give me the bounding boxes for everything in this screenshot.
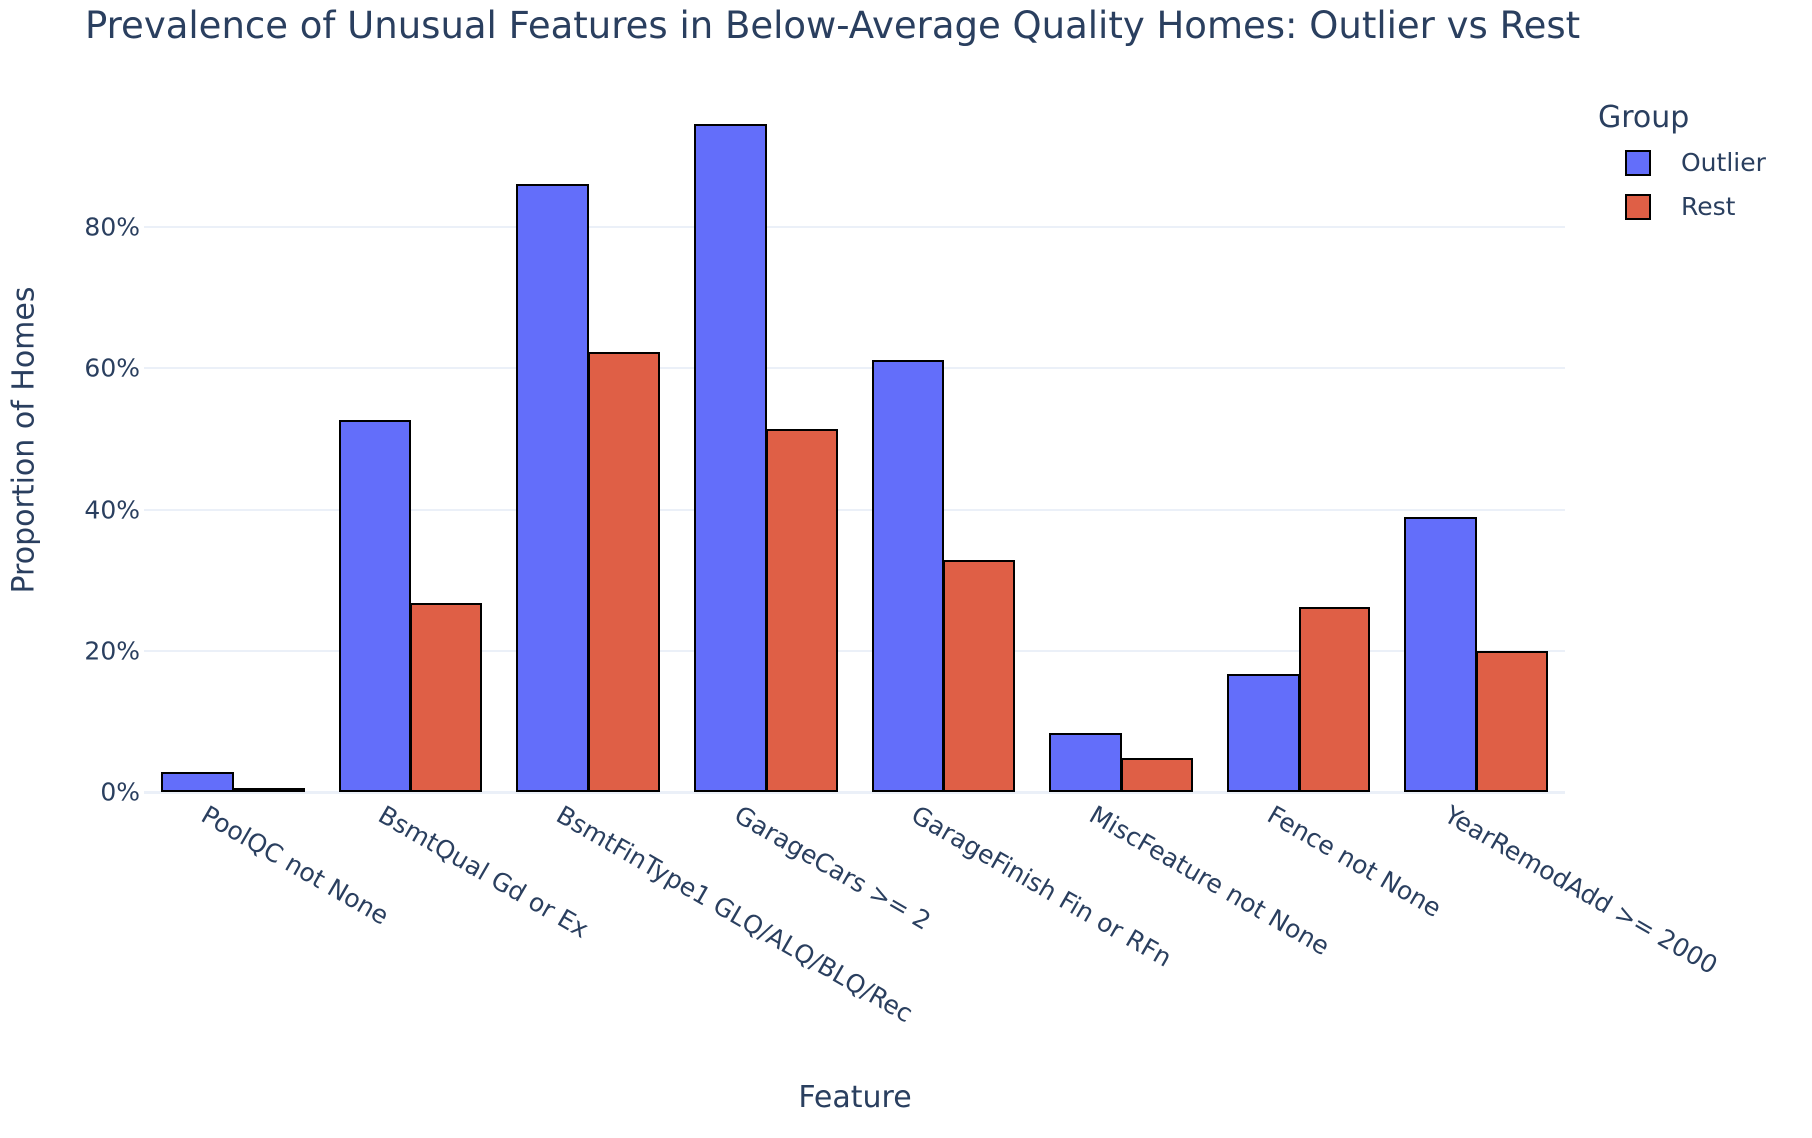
zero-line xyxy=(144,791,1565,794)
bar-rest[interactable] xyxy=(410,602,483,792)
gridline xyxy=(144,226,1565,229)
chart-title: Prevalence of Unusual Features in Below-… xyxy=(85,4,1581,47)
bar-outlier[interactable] xyxy=(871,359,945,792)
bar-rest[interactable] xyxy=(765,429,838,792)
bar-outlier[interactable] xyxy=(338,419,412,792)
gridline xyxy=(144,367,1565,370)
legend-item-outlier[interactable]: Outlier xyxy=(1625,148,1766,177)
bar-outlier[interactable] xyxy=(161,772,234,792)
bar-rest[interactable] xyxy=(232,788,305,792)
bar-outlier[interactable] xyxy=(693,124,767,792)
legend-swatch-outlier xyxy=(1625,149,1651,176)
x-tick-label: Fence not None xyxy=(1262,800,1446,923)
y-tick-label: 20% xyxy=(84,636,140,666)
bar-outlier[interactable] xyxy=(1226,674,1300,792)
legend-swatch-rest xyxy=(1625,193,1651,220)
bar-rest[interactable] xyxy=(1298,607,1371,792)
y-tick-label: 60% xyxy=(84,353,140,383)
bar-rest[interactable] xyxy=(943,559,1016,792)
x-tick-label: BsmtFinType1 GLQ/ALQ/BLQ/Rec xyxy=(551,800,918,1029)
legend-item-rest[interactable]: Rest xyxy=(1625,192,1735,221)
gridline xyxy=(144,508,1565,511)
x-axis-title: Feature xyxy=(798,1080,912,1115)
x-tick-label: PoolQC not None xyxy=(196,800,394,931)
gridline xyxy=(144,649,1565,652)
legend-label: Rest xyxy=(1681,192,1736,221)
bar-outlier[interactable] xyxy=(1049,732,1122,792)
bar-outlier[interactable] xyxy=(516,184,590,792)
plot-area xyxy=(144,100,1565,794)
bar-rest[interactable] xyxy=(1120,758,1193,792)
bar-rest[interactable] xyxy=(1476,650,1548,792)
x-tick-label: YearRemodAdd >= 2000 xyxy=(1439,800,1723,981)
legend-label: Outlier xyxy=(1681,148,1766,177)
y-axis-title: Proportion of Homes xyxy=(6,286,42,594)
y-tick-label: 80% xyxy=(84,212,140,242)
y-tick-label: 0% xyxy=(100,777,140,807)
bar-outlier[interactable] xyxy=(1404,517,1478,792)
bar-rest[interactable] xyxy=(588,352,660,792)
y-tick-label: 40% xyxy=(84,495,140,525)
legend-title: Group xyxy=(1598,100,1690,135)
